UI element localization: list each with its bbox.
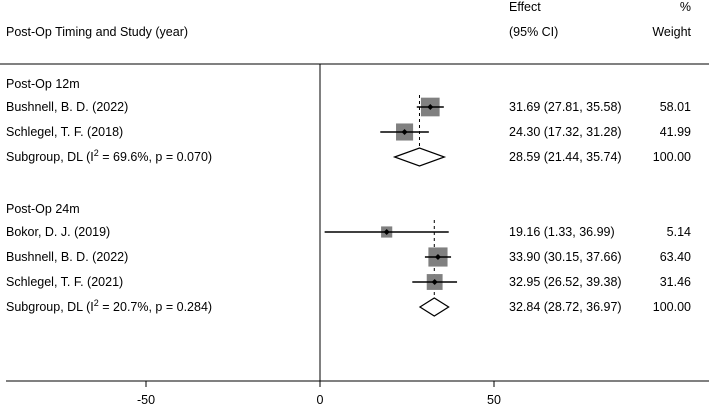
x-axis-ticks: -50 0 50 bbox=[137, 381, 501, 407]
header-ci-label: (95% CI) bbox=[509, 25, 558, 39]
group-label: Post-Op 24m bbox=[6, 202, 80, 216]
subgroup-label-prefix: Subgroup, DL (I bbox=[6, 300, 94, 314]
subgroup-label-suffix: = 69.6%, p = 0.070) bbox=[99, 150, 212, 164]
subgroup-label-suffix: = 20.7%, p = 0.284) bbox=[99, 300, 212, 314]
x-tick-label: -50 bbox=[137, 393, 155, 407]
weight-value: 31.46 bbox=[660, 275, 691, 289]
point-estimate-marker bbox=[427, 104, 434, 110]
subgroup-label-superscript: 2 bbox=[94, 298, 99, 308]
weight-value: 41.99 bbox=[660, 125, 691, 139]
header-effect-label: Effect bbox=[509, 0, 541, 14]
study-label: Schlegel, T. F. (2018) bbox=[6, 125, 123, 139]
header-weight-label: Weight bbox=[652, 25, 691, 39]
pooled-diamond bbox=[418, 297, 450, 317]
effect-ci-value: 24.30 (17.32, 31.28) bbox=[509, 125, 622, 139]
weight-value: 58.01 bbox=[660, 100, 691, 114]
point-estimate-marker bbox=[434, 254, 441, 260]
effect-ci-value: 31.69 (27.81, 35.58) bbox=[509, 100, 622, 114]
subgroup-effect-ci-value: 32.84 (28.72, 36.97) bbox=[509, 300, 622, 314]
subgroup-weight-value: 100.00 bbox=[653, 300, 691, 314]
header-percent-label: % bbox=[680, 0, 691, 14]
effect-ci-value: 19.16 (1.33, 36.99) bbox=[509, 225, 615, 239]
subgroup-effect-ci-value: 28.59 (21.44, 35.74) bbox=[509, 150, 622, 164]
weight-value: 63.40 bbox=[660, 250, 691, 264]
study-label: Bushnell, B. D. (2022) bbox=[6, 250, 128, 264]
subgroup-weight-value: 100.00 bbox=[653, 150, 691, 164]
point-estimate-marker bbox=[431, 279, 438, 285]
study-label: Bushnell, B. D. (2022) bbox=[6, 100, 128, 114]
point-estimate-marker bbox=[383, 229, 390, 235]
effect-ci-value: 32.95 (26.52, 39.38) bbox=[509, 275, 622, 289]
study-label: Schlegel, T. F. (2021) bbox=[6, 275, 123, 289]
study-label: Bokor, D. J. (2019) bbox=[6, 225, 110, 239]
x-tick-label: 50 bbox=[487, 393, 501, 407]
subgroup-label-prefix: Subgroup, DL (I bbox=[6, 150, 94, 164]
group-label: Post-Op 12m bbox=[6, 77, 80, 91]
subgroup-label: Subgroup, DL (I2 = 20.7%, p = 0.284) bbox=[6, 298, 212, 314]
subgroup-label-superscript: 2 bbox=[94, 148, 99, 158]
pooled-diamond bbox=[392, 147, 447, 167]
header-study-label: Post-Op Timing and Study (year) bbox=[6, 25, 188, 39]
x-tick-label: 0 bbox=[317, 393, 324, 407]
subgroup-label: Subgroup, DL (I2 = 69.6%, p = 0.070) bbox=[6, 148, 212, 164]
forest-rows: Post-Op 12m Bushnell, B. D. (2022) 31.69 (… bbox=[6, 77, 691, 317]
point-estimate-marker bbox=[401, 129, 408, 135]
effect-ci-value: 33.90 (30.15, 37.66) bbox=[509, 250, 622, 264]
weight-value: 5.14 bbox=[667, 225, 691, 239]
